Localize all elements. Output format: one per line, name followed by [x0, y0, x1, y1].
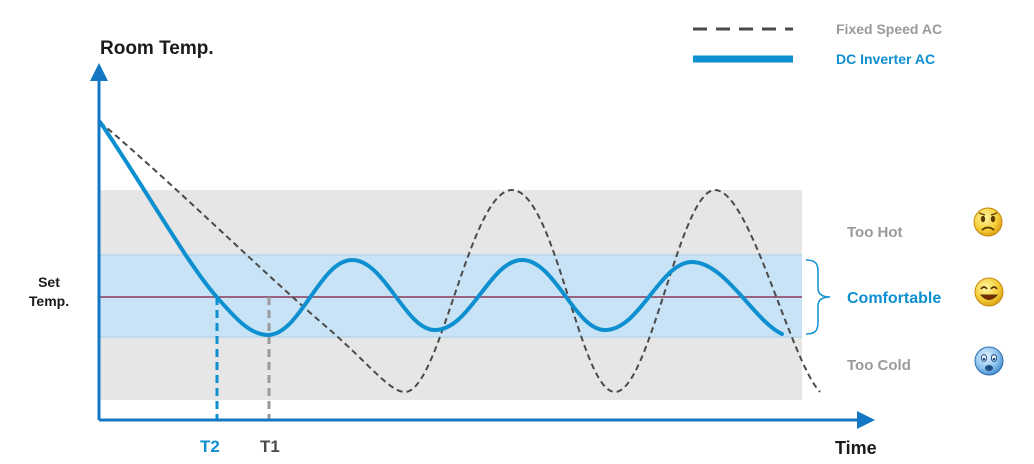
worried-face-icon — [973, 207, 1003, 237]
t1-label: T1 — [260, 437, 280, 456]
legend-fixed-speed-label: Fixed Speed AC — [836, 21, 942, 37]
comfortable-label: Comfortable — [847, 290, 941, 307]
crying-face-icon — [974, 346, 1004, 376]
fixed-speed-curve — [99, 121, 821, 394]
x-axis-label: Time — [835, 438, 877, 458]
smiling-face-icon — [974, 277, 1004, 307]
too-cold-label: Too Cold — [847, 357, 911, 374]
comfort-bracket — [805, 259, 831, 335]
set-temp-label-line1: Set — [38, 274, 60, 290]
legend-dc-inverter-label: DC Inverter AC — [836, 51, 935, 67]
set-temp-label-line2: Temp. — [29, 293, 69, 309]
too-hot-label: Too Hot — [847, 224, 903, 241]
t2-label: T2 — [200, 437, 220, 456]
y-axis-label: Room Temp. — [100, 38, 214, 59]
dc-inverter-curve — [98, 120, 784, 338]
